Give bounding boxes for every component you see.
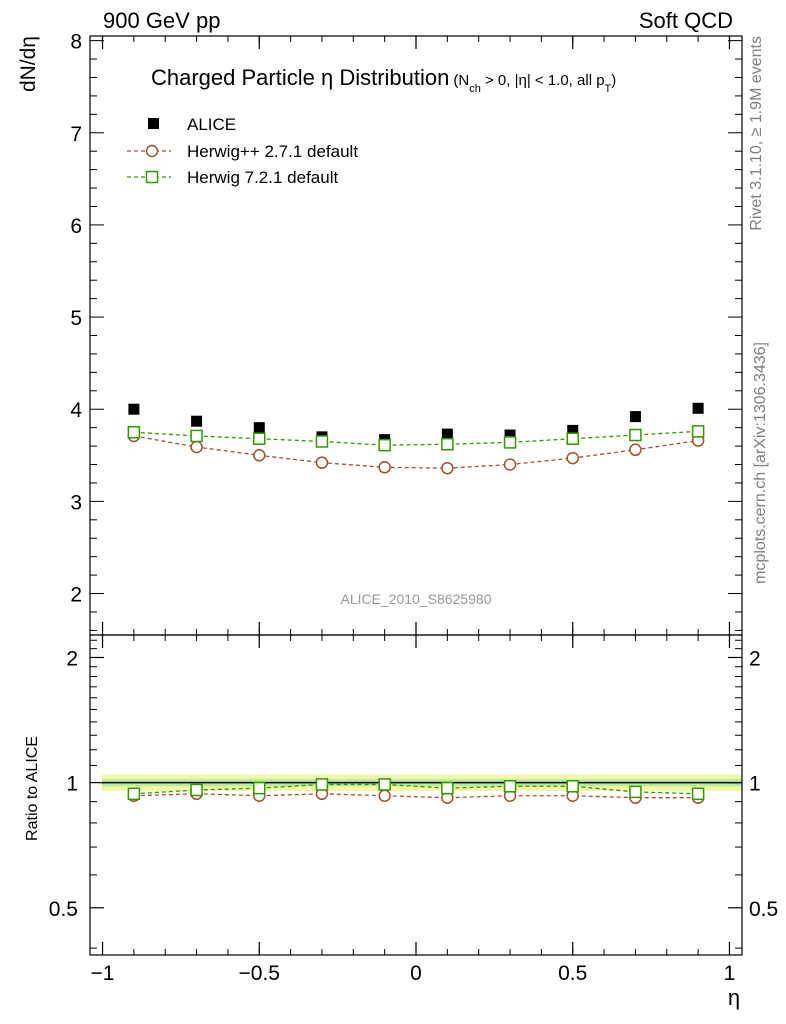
data-point-alice <box>567 424 579 436</box>
ratio-tick-label-right: 0.5 <box>749 898 778 921</box>
data-point-herwigpp <box>190 440 203 454</box>
data-point-herwigpp <box>566 451 579 465</box>
x-axis-title: η <box>728 985 740 1010</box>
ratio-point-herwig7 <box>566 780 579 793</box>
ratio-point-herwig7 <box>315 778 329 791</box>
x-tick-label: 1 <box>724 962 736 985</box>
legend-marker-alice <box>148 118 159 129</box>
chart-title: Charged Particle η Distribution (Nch > 0,… <box>151 65 616 95</box>
data-point-herwigpp <box>629 443 642 457</box>
rivet-label: Rivet 3.1.10, ≥ 1.9M events <box>748 36 765 231</box>
ratio-plot-frame <box>89 634 743 956</box>
ratio-tick-label-left: 2 <box>66 647 78 670</box>
ratio-point-herwig7 <box>691 787 705 801</box>
data-point-herwigpp <box>503 458 517 471</box>
data-point-herwig7 <box>253 432 266 445</box>
x-tick-label: −0.5 <box>239 962 280 985</box>
series-line-herwigpp <box>133 435 699 469</box>
data-point-alice <box>253 422 265 434</box>
legend-marker-herwig7 <box>145 170 159 184</box>
data-point-alice <box>692 402 704 414</box>
y-axis-title: dN/dη <box>17 36 40 92</box>
data-point-herwig7 <box>503 436 517 449</box>
data-point-herwigpp <box>441 461 454 475</box>
legend-label-herwigpp: Herwig++ 2.7.1 default <box>187 142 358 161</box>
y-tick-label: 5 <box>70 307 82 330</box>
y-tick-label: 4 <box>70 399 82 422</box>
ratio-point-herwigpp <box>378 789 391 802</box>
data-point-herwigpp <box>378 461 391 474</box>
data-point-herwig7 <box>629 428 642 442</box>
ratio-point-herwig7 <box>441 781 454 795</box>
y-tick-label: 8 <box>70 31 82 54</box>
legend-label-herwig7: Herwig 7.2.1 default <box>187 168 338 187</box>
legend-marker-herwigpp <box>145 144 159 158</box>
data-point-herwig7 <box>127 426 141 439</box>
header-right: Soft QCD <box>639 8 733 33</box>
data-point-herwig7 <box>566 432 579 445</box>
data-point-alice <box>504 429 516 441</box>
ratio-tick-label-left: 0.5 <box>49 898 78 921</box>
y-tick-label: 2 <box>70 584 82 607</box>
header-left: 900 GeV pp <box>103 8 220 33</box>
ratio-tick-label-right: 2 <box>749 647 761 670</box>
ratio-line-herwigpp <box>133 793 699 799</box>
ratio-tick-label-right: 1 <box>749 773 761 796</box>
legend: ALICE Herwig++ 2.7.1 default Herwig 7.2.… <box>127 115 358 187</box>
ratio-line-herwig7 <box>133 783 699 795</box>
y-tick-label: 6 <box>70 215 82 238</box>
ratio-point-herwig7 <box>190 783 203 797</box>
data-point-herwig7 <box>315 435 329 448</box>
series-line-herwig7 <box>133 430 699 446</box>
ratio-axis-title: Ratio to ALICE <box>24 736 41 841</box>
data-point-herwig7 <box>190 429 203 443</box>
x-tick-label: 0.5 <box>558 962 587 985</box>
data-point-alice <box>128 403 140 415</box>
data-point-herwig7 <box>378 438 391 452</box>
data-point-alice <box>629 411 641 423</box>
x-tick-label: 0 <box>410 962 422 985</box>
mcplots-label: mcplots.cern.ch [arXiv:1306.3436] <box>752 342 769 584</box>
x-tick-label: −1 <box>91 962 115 985</box>
data-point-herwigpp <box>253 449 266 462</box>
y-tick-label: 7 <box>70 123 82 146</box>
y-tick-label: 3 <box>70 491 82 514</box>
ratio-point-herwig7 <box>378 778 391 791</box>
data-point-herwig7 <box>691 425 705 438</box>
analysis-id: ALICE_2010_S8625980 <box>340 591 491 607</box>
data-point-herwig7 <box>441 437 454 451</box>
ratio-point-herwig7 <box>503 780 517 793</box>
ratio-point-herwig7 <box>253 781 266 795</box>
data-point-alice <box>441 428 453 440</box>
data-point-herwigpp <box>315 456 329 469</box>
legend-label-alice: ALICE <box>187 115 236 134</box>
ratio-tick-label-left: 1 <box>66 773 78 796</box>
ratio-point-herwig7 <box>127 787 141 801</box>
ratio-point-herwig7 <box>629 785 642 799</box>
data-point-alice <box>191 415 203 427</box>
